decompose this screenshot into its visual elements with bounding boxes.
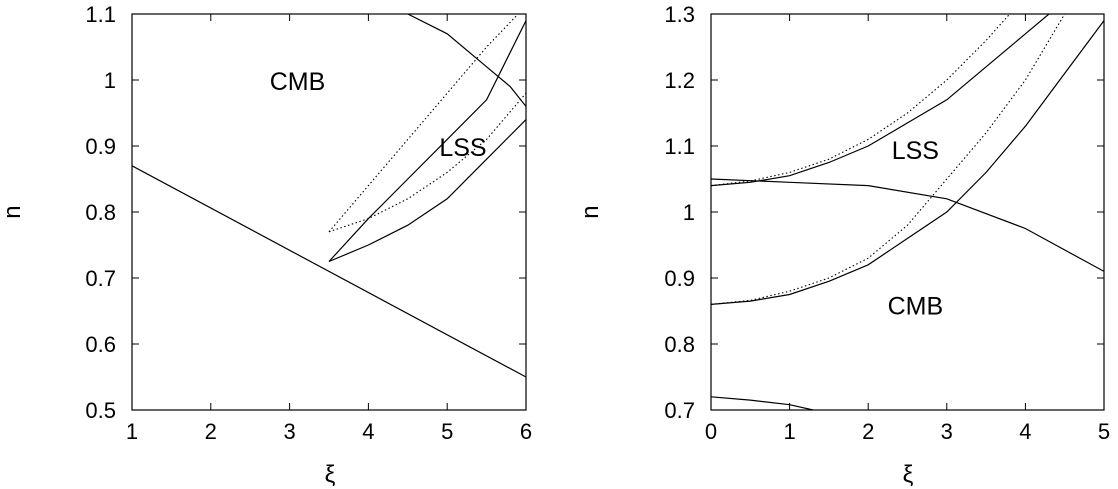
- x-tick-label: 2: [862, 419, 874, 444]
- solid-curve-1: [407, 14, 526, 107]
- tick-layer: 1 2 3 4 5 6 0.5 0.6 0.7 0.8 0.9 1 1.1: [85, 2, 532, 444]
- y-tick-label: 0.8: [85, 200, 116, 225]
- y-tick-label: 1: [683, 200, 695, 225]
- y-tick-label: 0.7: [664, 398, 695, 423]
- region-label-lss: LSS: [439, 134, 486, 162]
- x-tick-label: 0: [705, 419, 717, 444]
- x-tick-label: 5: [1098, 419, 1110, 444]
- plot-frame: [131, 13, 527, 411]
- y-tick-label: 1.2: [664, 68, 695, 93]
- y-tick-label: 0.9: [85, 134, 116, 159]
- x-tick-label: 1: [126, 419, 138, 444]
- series-layer: [711, 14, 1104, 410]
- y-axis-label: n: [577, 205, 604, 218]
- dotted-curve-4: [328, 14, 519, 233]
- x-tick-label: 2: [205, 419, 217, 444]
- y-tick-label: 0.6: [85, 332, 116, 357]
- region-label-cmb: CMB: [270, 68, 326, 96]
- solid-curve-3: [711, 20, 1104, 305]
- y-tick-label: 1.1: [664, 134, 695, 159]
- annotation-layer: LSS CMB: [888, 137, 944, 320]
- solid-curve-1: [711, 14, 1050, 187]
- dotted-curve-2: [711, 14, 1011, 187]
- y-axis-label: n: [0, 205, 26, 218]
- x-tick-label: 4: [1019, 419, 1031, 444]
- x-tick-label: 4: [362, 419, 374, 444]
- x-axis-label: ξ: [325, 461, 336, 488]
- solid-curve-0: [132, 165, 526, 378]
- right-chart: ξ n 0 1 2 3 4 5 0.7 0.8 0.9 1 1.1 1.2 1.3 LSS CMB: [577, 2, 1110, 488]
- annotation-layer: CMB LSS: [270, 68, 487, 162]
- x-tick-label: 3: [283, 419, 295, 444]
- y-tick-label: 0.7: [85, 266, 116, 291]
- solid-curve-2: [328, 20, 526, 262]
- left-chart: ξ n 1 2 3 4 5 6 0.5 0.6 0.7 0.8 0.9 1 1.1 CMB LSS: [0, 2, 532, 488]
- x-axis-label: ξ: [903, 461, 914, 488]
- dotted-curve-4: [711, 14, 1066, 305]
- x-tick-label: 1: [783, 419, 795, 444]
- dotted-curve-5: [328, 92, 526, 233]
- series-layer: [132, 14, 526, 378]
- solid-curve-0: [711, 178, 1104, 272]
- region-label-lss: LSS: [892, 137, 939, 165]
- solid-curve-5: [711, 396, 814, 410]
- tick-layer: 0 1 2 3 4 5 0.7 0.8 0.9 1 1.1 1.2 1.3: [664, 2, 1110, 444]
- y-tick-label: 0.5: [85, 398, 116, 423]
- plot-frame: [710, 13, 1105, 411]
- y-tick-label: 1.3: [664, 2, 695, 27]
- x-tick-label: 3: [941, 419, 953, 444]
- y-tick-label: 1: [104, 68, 116, 93]
- region-label-cmb: CMB: [888, 292, 944, 320]
- x-tick-label: 5: [441, 419, 453, 444]
- x-tick-label: 6: [520, 419, 532, 444]
- y-tick-label: 0.9: [664, 266, 695, 291]
- solid-curve-3: [328, 119, 526, 263]
- y-tick-label: 1.1: [85, 2, 116, 27]
- y-tick-label: 0.8: [664, 332, 695, 357]
